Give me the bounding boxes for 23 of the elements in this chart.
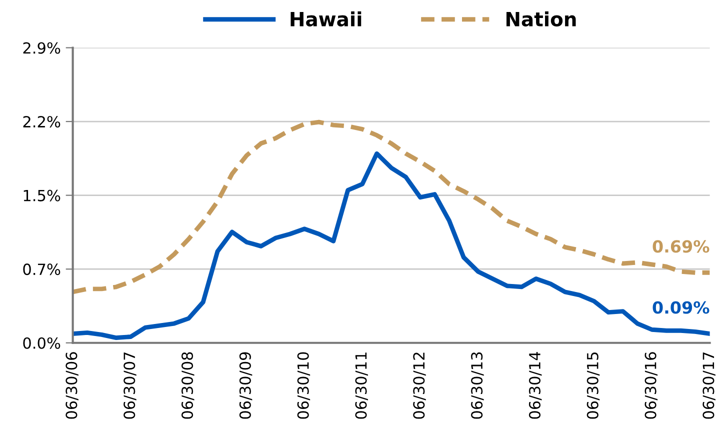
x-tick-label: 06/30/07 bbox=[124, 352, 136, 419]
x-tick-label: 06/30/12 bbox=[413, 352, 426, 419]
y-tick-label: 0.0% bbox=[23, 337, 60, 349]
y-tick-label: 0.7% bbox=[23, 264, 60, 276]
x-tick-label: 06/30/15 bbox=[586, 352, 600, 419]
x-tick-label: 06/30/17 bbox=[702, 352, 716, 419]
legend-label: Nation bbox=[506, 11, 576, 26]
annotation: 0.09% bbox=[652, 301, 710, 314]
line-series bbox=[72, 120, 710, 294]
x-tick-label: 06/30/13 bbox=[471, 352, 484, 419]
x-tick-label: 06/30/10 bbox=[297, 352, 310, 419]
x-tick-label: 06/30/14 bbox=[528, 352, 542, 419]
x-tick-label: 06/30/08 bbox=[181, 352, 194, 419]
x-tick-label: 06/30/11 bbox=[355, 352, 368, 419]
x-tick-label: 06/30/09 bbox=[239, 352, 252, 419]
x-tick-label: 06/30/06 bbox=[66, 352, 78, 419]
y-tick-label: 1.5% bbox=[24, 190, 60, 202]
x-tick-label: 06/30/16 bbox=[644, 352, 658, 419]
y-tick-label: 2.9% bbox=[23, 42, 60, 54]
line-series bbox=[72, 151, 710, 340]
annotation: 0.69% bbox=[652, 240, 710, 253]
legend-label: Hawaii bbox=[290, 11, 362, 26]
y-tick-label: 2.2% bbox=[23, 116, 60, 128]
